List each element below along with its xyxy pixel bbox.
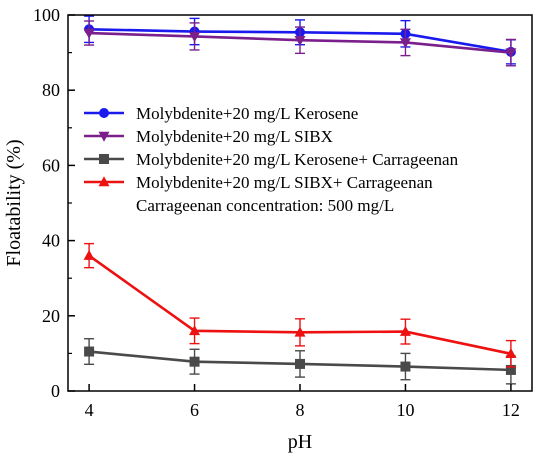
y-axis-title: Floatability (%) <box>3 139 25 266</box>
marker-triangle-up <box>83 249 95 260</box>
marker-triangle-up <box>399 325 411 336</box>
marker-triangle-down <box>505 48 517 59</box>
marker-triangle-up <box>505 348 517 359</box>
marker-triangle-down <box>83 28 95 39</box>
x-tick-label: 8 <box>296 400 305 420</box>
marker-square <box>84 346 95 357</box>
x-tick-label: 6 <box>190 400 199 420</box>
marker-circle <box>99 108 109 118</box>
y-tick-label: 60 <box>42 155 60 175</box>
series-layer <box>83 15 517 385</box>
marker-triangle-down <box>98 131 110 142</box>
legend-label: Molybdenite+20 mg/L SIBX <box>136 127 333 146</box>
legend-item-4: Molybdenite+20 mg/L SIBX+ Carrageenan <box>84 173 433 192</box>
y-tick-label: 0 <box>51 381 60 401</box>
marker-square <box>505 364 516 375</box>
marker-square <box>400 361 411 372</box>
legend-item-3: Molybdenite+20 mg/L Kerosene+ Carrageena… <box>84 150 459 169</box>
marker-triangle-up <box>294 326 306 337</box>
legend-label: Molybdenite+20 mg/L Kerosene+ Carrageena… <box>136 150 459 169</box>
marker-square <box>189 356 200 367</box>
marker-triangle-down <box>399 38 411 49</box>
marker-square <box>99 154 109 164</box>
marker-triangle-down <box>189 32 201 43</box>
legend: Molybdenite+20 mg/L Kerosene Molybdenite+… <box>84 104 459 192</box>
series-3 <box>84 338 516 385</box>
y-tick-label: 20 <box>42 306 60 326</box>
axes: 4 6 8 10 12 0 20 40 60 80 100 <box>33 5 520 420</box>
x-tick-label: 12 <box>502 400 520 420</box>
marker-square <box>295 358 305 369</box>
x-tick-label: 4 <box>85 400 94 420</box>
y-tick-label: 40 <box>42 231 60 251</box>
marker-triangle-up <box>189 325 201 336</box>
series-2 <box>83 20 517 67</box>
concentration-annotation: Carrageenan concentration: 500 mg/L <box>136 196 394 215</box>
marker-triangle-up <box>98 176 110 187</box>
legend-label: Molybdenite+20 mg/L Kerosene <box>136 104 358 123</box>
x-axis-title: pH <box>288 431 312 453</box>
marker-triangle-down <box>294 35 306 46</box>
x-tick-label: 10 <box>396 400 414 420</box>
y-tick-label: 80 <box>42 80 60 100</box>
legend-item-1: Molybdenite+20 mg/L Kerosene <box>84 104 358 123</box>
series-4 <box>83 242 517 368</box>
y-tick-label: 100 <box>33 5 60 25</box>
legend-label: Molybdenite+20 mg/L SIBX+ Carrageenan <box>136 173 433 192</box>
legend-item-2: Molybdenite+20 mg/L SIBX <box>84 127 333 146</box>
